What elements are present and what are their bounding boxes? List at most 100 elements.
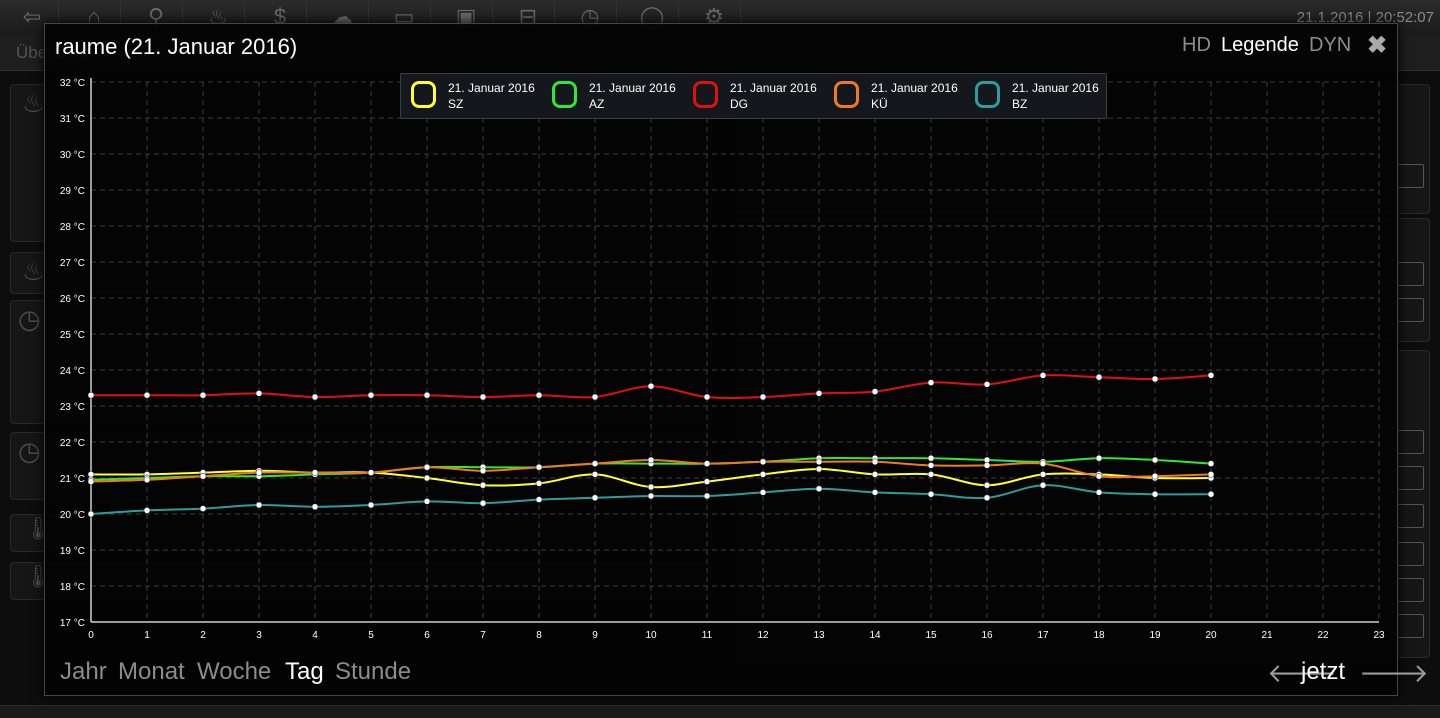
data-point-sz <box>927 471 935 478</box>
now-button[interactable]: jetzt <box>1301 658 1346 685</box>
data-point-kü <box>423 463 431 471</box>
range-day-button[interactable]: Tag <box>285 658 324 685</box>
legend-series-name: KÜ <box>871 97 888 111</box>
data-point-bz <box>1151 490 1159 498</box>
y-tick-label: 18 °C <box>60 582 85 593</box>
weather-icon[interactable]: ☁ <box>316 2 369 32</box>
footer-bar <box>0 705 1440 718</box>
legend-swatch <box>975 81 1000 108</box>
data-point-kü <box>759 458 767 466</box>
chart-button-icon[interactable] <box>1396 430 1424 454</box>
data-point-kü <box>1151 472 1159 480</box>
data-point-bz <box>255 501 263 509</box>
chart-legend: 21. Januar 2016 SZ 21. Januar 2016 AZ 21. Ja… <box>400 73 1107 119</box>
legend-item-az[interactable]: 21. Januar 2016 AZ <box>546 78 686 114</box>
data-point-bz <box>983 494 991 502</box>
arrow-right-icon[interactable]: 🡒 <box>1359 658 1429 688</box>
data-point-dg <box>423 391 431 399</box>
x-tick-label: 4 <box>312 630 318 641</box>
flame-icon[interactable]: ♨ <box>192 2 245 32</box>
data-point-kü <box>367 469 375 476</box>
close-icon[interactable]: ✖ <box>1367 32 1388 59</box>
data-point-bz <box>815 485 823 493</box>
legend-swatch <box>834 81 859 108</box>
legend-swatch <box>411 81 436 108</box>
legend-series-name: AZ <box>589 97 605 111</box>
chart-button-icon[interactable] <box>1396 542 1424 566</box>
range-hour-button[interactable]: Stunde <box>335 658 412 685</box>
chart-button-icon[interactable] <box>1396 164 1424 188</box>
y-tick-label: 27 °C <box>60 258 85 269</box>
x-tick-label: 5 <box>368 630 374 641</box>
legend-item-sz[interactable]: 21. Januar 2016 SZ <box>405 78 545 114</box>
legend-item-kü[interactable]: 21. Januar 2016 KÜ <box>828 78 968 114</box>
data-point-kü <box>1207 471 1215 478</box>
home-icon[interactable]: ⌂ <box>68 2 121 32</box>
data-point-sz <box>1039 471 1047 478</box>
data-point-dg <box>479 393 487 401</box>
arrow-left-icon[interactable]: 🡐 <box>1267 658 1337 688</box>
data-point-sz <box>871 471 879 478</box>
chart-axes <box>90 78 1379 623</box>
chart-button-icon[interactable] <box>1396 614 1424 638</box>
data-point-bz <box>927 490 935 498</box>
bus-icon[interactable]: ▣ <box>440 2 493 32</box>
legend-toggle[interactable]: Legende <box>1221 34 1299 56</box>
data-point-bz <box>87 510 95 518</box>
data-point-kü <box>87 478 95 485</box>
flame-icon: ♨ <box>22 88 46 118</box>
data-point-bz <box>535 496 543 503</box>
data-point-kü <box>199 472 207 480</box>
x-tick-label: 12 <box>757 630 769 641</box>
legend-date: 21. Januar 2016 <box>730 81 817 95</box>
chart-tick-labels: 17 °C 18 °C 19 °C 20 °C 21 °C 22 °C 23 °C 24 °C… <box>60 78 1385 641</box>
y-tick-label: 26 °C <box>60 294 85 305</box>
chart-button-icon[interactable] <box>1396 262 1424 286</box>
dollar-icon[interactable]: $ <box>254 2 307 32</box>
data-point-dg <box>1039 372 1047 379</box>
y-tick-label: 29 °C <box>60 186 85 197</box>
gear-icon[interactable]: ⚙ <box>688 2 741 32</box>
hd-toggle[interactable]: HD <box>1182 34 1211 56</box>
legend-item-dg[interactable]: 21. Januar 2016 DG <box>687 78 827 114</box>
x-tick-label: 0 <box>88 630 94 641</box>
x-tick-label: 6 <box>424 630 430 641</box>
data-point-kü <box>535 463 543 471</box>
range-year-button[interactable]: Jahr <box>60 658 107 685</box>
chart-button-icon[interactable] <box>1396 504 1424 528</box>
chart-grid <box>91 81 1380 622</box>
tv-icon[interactable]: ▭ <box>378 2 431 32</box>
data-point-dg <box>311 393 319 401</box>
data-point-bz <box>479 499 487 507</box>
legend-item-bz[interactable]: 21. Januar 2016 BZ <box>969 78 1109 114</box>
y-tick-label: 21 °C <box>60 474 85 485</box>
data-point-dg <box>535 391 543 399</box>
train-icon[interactable]: ⊟ <box>502 2 555 32</box>
x-tick-label: 2 <box>200 630 206 641</box>
data-point-az <box>1151 456 1159 464</box>
pin-icon[interactable]: ⚲ <box>130 2 183 32</box>
x-tick-label: 17 <box>1037 630 1049 641</box>
data-point-sz <box>759 471 767 478</box>
y-tick-label: 32 °C <box>60 78 85 89</box>
chart-button-icon[interactable] <box>1396 578 1424 602</box>
chart-button-icon[interactable] <box>1396 466 1424 490</box>
data-point-dg <box>87 391 95 399</box>
y-tick-label: 22 °C <box>60 438 85 449</box>
clock-icon[interactable]: ◷ <box>564 2 617 32</box>
range-week-button[interactable]: Woche <box>197 658 272 685</box>
data-point-dg <box>815 390 823 397</box>
legend-date: 21. Januar 2016 <box>589 81 676 95</box>
data-point-kü <box>255 469 263 476</box>
data-point-dg <box>759 393 767 401</box>
x-tick-label: 16 <box>981 630 993 641</box>
data-point-az <box>983 456 991 464</box>
dyn-toggle[interactable]: DYN <box>1309 34 1352 56</box>
clock-icon: ◷ <box>18 304 41 334</box>
data-point-dg <box>1207 372 1215 379</box>
data-point-sz <box>815 465 823 473</box>
range-month-button[interactable]: Monat <box>118 658 185 685</box>
back-icon[interactable]: ⇦ <box>6 2 59 32</box>
chart-button-icon[interactable] <box>1396 298 1424 322</box>
y-tick-label: 17 °C <box>60 618 85 629</box>
